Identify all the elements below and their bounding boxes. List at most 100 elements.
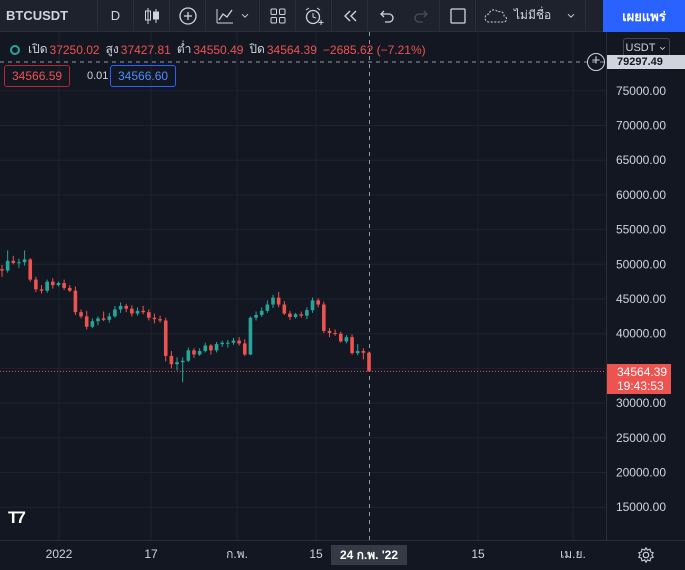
- close-label: ปิด: [249, 42, 265, 56]
- square-icon: [449, 7, 466, 24]
- candle-body: [237, 340, 241, 344]
- candle-body: [220, 342, 224, 345]
- candle-body: [327, 330, 332, 334]
- candle-body: [242, 343, 247, 355]
- interval-button[interactable]: D: [98, 0, 134, 32]
- chevron-down-icon: [660, 46, 666, 50]
- candle-body: [276, 297, 281, 305]
- currency-label: USDT: [625, 42, 656, 54]
- change-value: −2685.62 (−7.21%): [322, 42, 426, 57]
- crosshair-date-label: 24 ก.พ. '22: [331, 545, 407, 565]
- candle-body: [333, 333, 337, 335]
- price-tick-label: 65000.00: [616, 153, 666, 167]
- add-plus-button[interactable]: +: [587, 53, 605, 71]
- price-tick-label: 40000.00: [616, 327, 666, 341]
- price-tick-label: 30000.00: [616, 396, 666, 410]
- candle-body: [34, 279, 38, 290]
- candle-body: [310, 300, 315, 311]
- time-tick-label: 15: [309, 547, 323, 561]
- candle-body: [169, 355, 174, 365]
- candle-body: [62, 283, 66, 288]
- candle-body: [322, 304, 326, 331]
- cloud-icon: [484, 8, 508, 23]
- candle-body: [96, 318, 100, 322]
- sell-button[interactable]: 34566.59: [4, 65, 71, 87]
- plus-circle-icon: [178, 6, 197, 25]
- top-toolbar: BTCUSDT D ไม่มีชื่อ เผยแพร่: [0, 0, 685, 32]
- layouts-button[interactable]: [260, 0, 296, 32]
- fullscreen-button[interactable]: [440, 0, 476, 32]
- candle-body: [209, 345, 213, 351]
- gear-icon[interactable]: [637, 546, 655, 564]
- candle-body: [186, 350, 191, 361]
- chevron-down-icon: [567, 13, 575, 18]
- candle-body: [152, 317, 157, 320]
- alert-button[interactable]: [296, 0, 332, 32]
- buy-button[interactable]: 34566.60: [110, 65, 177, 87]
- candle-body: [51, 281, 55, 286]
- candle-body: [355, 351, 360, 354]
- candle-body: [293, 314, 298, 318]
- candle-body: [67, 287, 72, 291]
- candle-body: [130, 308, 134, 314]
- candle-body: [158, 319, 162, 321]
- publish-button[interactable]: เผยแพร่: [603, 0, 685, 32]
- candle-body: [147, 312, 151, 318]
- candle-body: [226, 342, 230, 344]
- last-price-value: 34564.39: [617, 365, 668, 379]
- price-tick-label: 55000.00: [616, 223, 666, 237]
- indicators-button[interactable]: [206, 0, 260, 32]
- chart-type-button[interactable]: [134, 0, 170, 32]
- rewind-icon: [343, 10, 356, 21]
- candle-body: [107, 316, 112, 320]
- grid-icon: [270, 8, 285, 23]
- tradingview-logo-icon[interactable]: T7: [8, 508, 26, 527]
- candle-body: [163, 320, 168, 356]
- candle-body: [316, 300, 320, 305]
- price-tick-label: 75000.00: [616, 84, 666, 98]
- time-tick-label: 2022: [46, 547, 73, 561]
- candle-body: [180, 360, 185, 363]
- candle-body: [28, 259, 33, 280]
- price-tick-label: 25000.00: [616, 431, 666, 445]
- symbol-search-button[interactable]: BTCUSDT: [0, 0, 98, 32]
- area-chart-icon: [216, 8, 233, 23]
- add-indicator-button[interactable]: [170, 0, 206, 32]
- candle-body: [118, 305, 123, 310]
- candle-body: [288, 313, 292, 318]
- low-label: ต่ำ: [176, 42, 192, 56]
- alarm-clock-icon: [305, 7, 323, 25]
- candle-body: [248, 317, 253, 355]
- candle-body: [113, 309, 117, 317]
- candle-body: [22, 259, 27, 263]
- candle-body: [203, 345, 208, 352]
- candle-body: [45, 281, 49, 291]
- candle-body: [124, 305, 129, 309]
- candle-body: [73, 290, 78, 313]
- time-tick-label: เม.ย.: [560, 547, 586, 561]
- candle-body: [175, 362, 179, 365]
- low-value: 34550.49: [193, 42, 244, 57]
- candle-body: [231, 340, 236, 343]
- candle-body: [11, 260, 16, 263]
- candle-body: [79, 312, 83, 317]
- layout-name: ไม่มีชื่อ: [514, 8, 552, 22]
- bar-countdown: 19:43:53: [617, 379, 664, 393]
- candle-body: [90, 321, 95, 327]
- candle-body: [39, 289, 44, 291]
- time-tick-label: ก.พ.: [226, 547, 248, 561]
- candle-body: [299, 314, 304, 316]
- candle-body: [141, 310, 145, 313]
- layout-save-button[interactable]: ไม่มีชื่อ: [476, 0, 586, 32]
- time-tick-label: 15: [471, 547, 485, 561]
- close-value: 34564.39: [266, 42, 317, 57]
- replay-button[interactable]: [332, 0, 368, 32]
- price-tick-label: 70000.00: [616, 119, 666, 133]
- undo-button[interactable]: [368, 0, 404, 32]
- time-tick-label: 17: [144, 547, 158, 561]
- spread-value: 0.01: [87, 70, 109, 82]
- candle-body: [135, 310, 140, 314]
- high-label: สูง: [105, 42, 119, 56]
- redo-button[interactable]: [404, 0, 440, 32]
